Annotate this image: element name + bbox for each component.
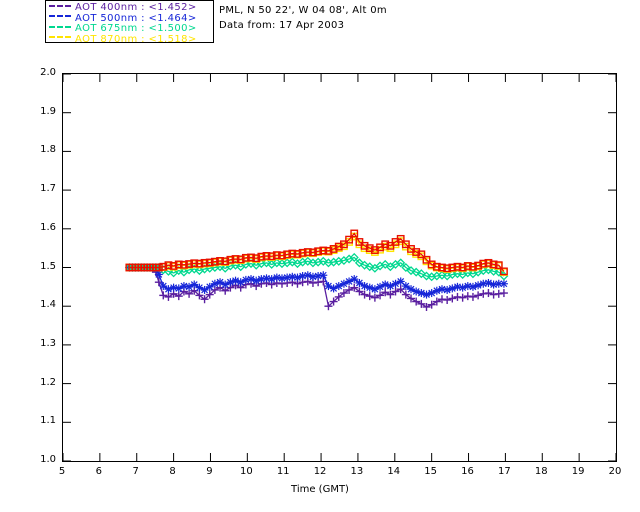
legend-label-400nm: AOT 400nm : <1.452> (75, 2, 197, 13)
x-tick-label: 19 (571, 466, 585, 477)
legend-dash-icon-500nm (49, 15, 71, 17)
y-tick-label: 2.0 (40, 67, 56, 78)
legend-item-400nm: AOT 400nm : <1.452> (49, 2, 197, 13)
y-tick-label: 1.7 (40, 183, 56, 195)
legend-label-500nm: AOT 500nm : <1.464> (75, 12, 197, 24)
x-tick-label: 17 (498, 466, 511, 477)
x-tick-label: 13 (350, 466, 364, 477)
y-tick-label: 1.5 (40, 260, 56, 272)
header-annotation: PML, N 50 22', W 04 08', Alt 0m Data fro… (219, 3, 387, 33)
y-tick-label: 1.9 (40, 105, 56, 117)
date-line: Data from: 17 Apr 2003 (219, 20, 345, 31)
x-tick-label: 16 (461, 466, 474, 477)
plot-frame (62, 73, 617, 462)
y-tick-label: 1.8 (40, 144, 56, 156)
legend-item-870nm: AOT 870nm : <1.518> (49, 33, 197, 43)
x-tick-label: 9 (206, 466, 213, 477)
x-tick-label: 8 (169, 466, 176, 477)
x-tick-label: 12 (313, 466, 327, 477)
x-tick-label: 20 (608, 466, 622, 477)
legend-item-500nm: AOT 500nm : <1.464> (49, 13, 197, 24)
legend-box: AOT 400nm : <1.452> AOT 500nm : <1.464> AO… (45, 0, 214, 43)
series-1020nm (125, 229, 508, 276)
legend-dash-icon-870nm (49, 36, 71, 38)
legend-label-870nm: AOT 870nm : <1.518> (75, 33, 197, 43)
x-tick-label: 11 (276, 466, 290, 477)
x-tick-label: 15 (424, 466, 438, 477)
x-tick-label: 10 (239, 466, 253, 477)
y-tick-label: 1.1 (40, 415, 56, 427)
y-tick-label: 1.2 (40, 376, 56, 388)
y-tick-label: 1.3 (40, 337, 56, 349)
legend-dash-icon-400nm (49, 4, 71, 7)
x-tick-label: 18 (534, 466, 548, 477)
x-tick-label: 5 (58, 466, 66, 477)
x-axis-title: Time (GMT) (291, 484, 349, 495)
y-tick-label: 1.6 (40, 221, 56, 233)
plot-canvas (63, 74, 616, 461)
legend-dash-icon-675nm (49, 25, 71, 28)
x-tick-label: 14 (387, 466, 401, 477)
y-tick-label: 1.0 (40, 454, 56, 465)
x-tick-label: 7 (132, 466, 139, 477)
legend-item-675nm: AOT 675nm : <1.500> (49, 23, 197, 34)
x-tick-label: 6 (95, 466, 103, 477)
site-line: PML, N 50 22', W 04 08', Alt 0m (219, 5, 387, 16)
legend-label-675nm: AOT 675nm : <1.500> (75, 23, 197, 34)
y-tick-label: 1.4 (40, 299, 56, 311)
